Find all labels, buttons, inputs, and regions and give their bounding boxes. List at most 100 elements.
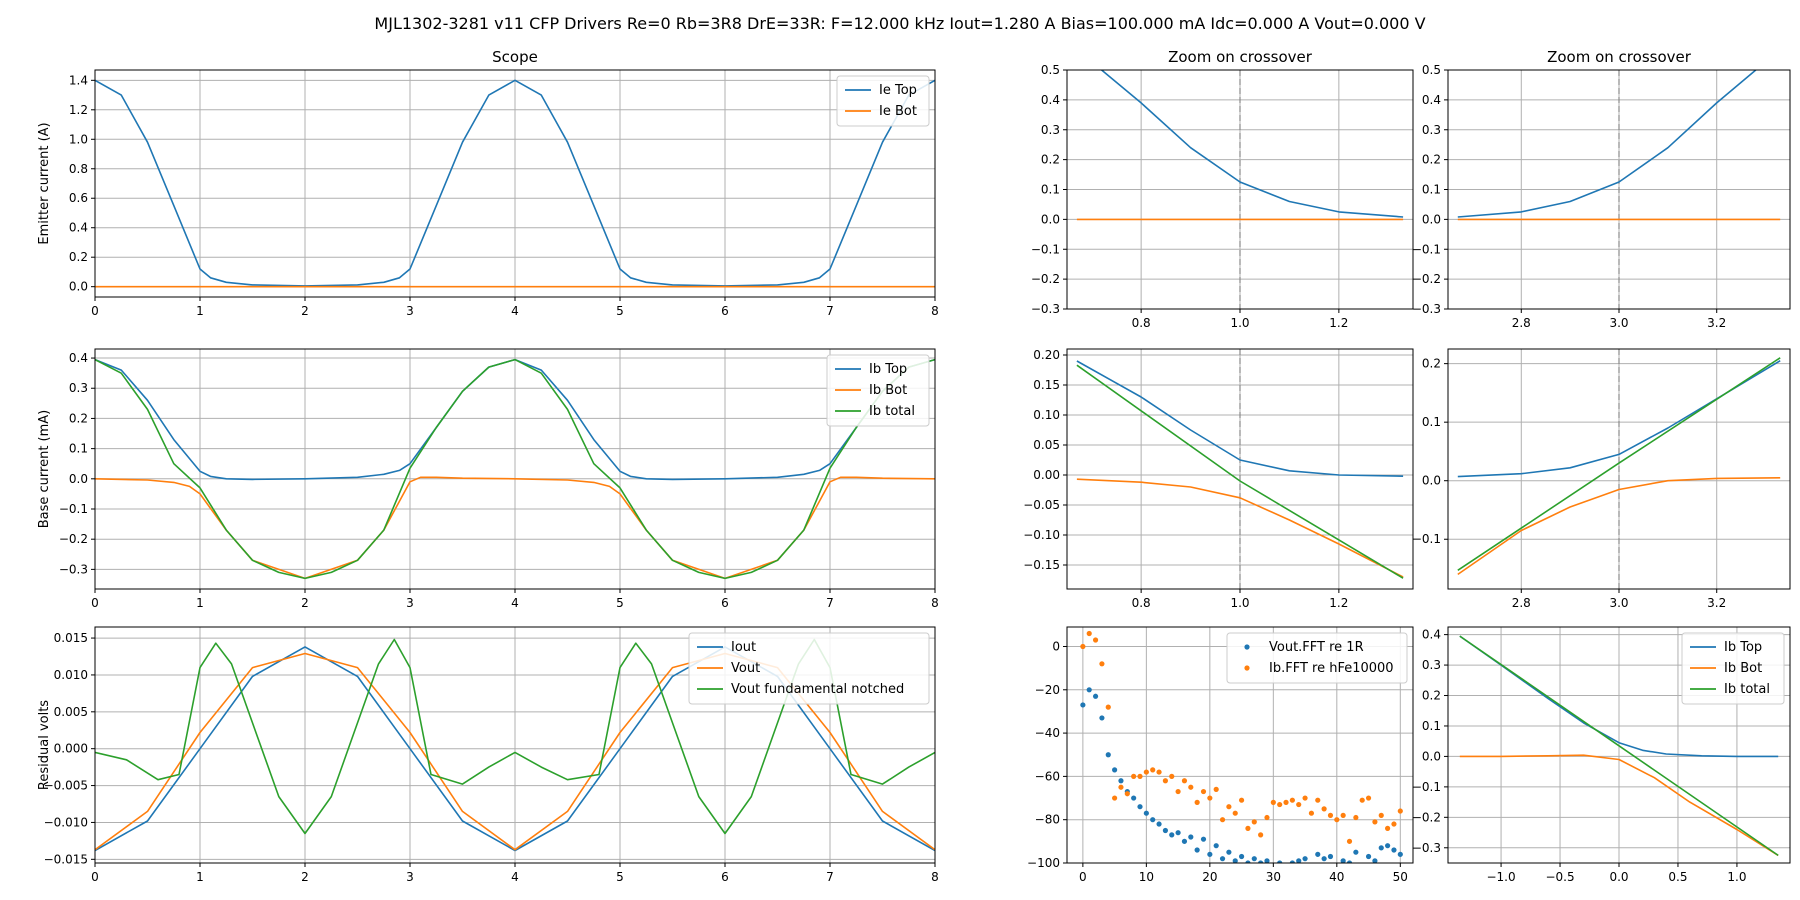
x-tick-label: 2.8 — [1512, 316, 1531, 330]
data-point — [1308, 810, 1315, 816]
y-tick-label: 0.1 — [1422, 415, 1441, 429]
x-tick-label: 3.0 — [1609, 316, 1628, 330]
data-point — [1207, 851, 1213, 857]
data-point — [1226, 804, 1232, 810]
x-tick-label: 6 — [721, 870, 729, 884]
y-tick-label: 0.0 — [1422, 749, 1441, 763]
chart-scope-base: 0 1 2 3 4 5 6 7 8 −0.3 −0.2 −0.1 0.0 0.1 0.2 0.3 0.4 Base… — [37, 348, 939, 610]
y-tick-label: 0.1 — [1422, 719, 1441, 733]
y-tick-label: 1.4 — [69, 73, 88, 87]
data-point — [1181, 838, 1188, 844]
legend-label: Ib.FFT re hFe10000 — [1269, 661, 1394, 676]
x-tick-label: −0.5 — [1545, 870, 1574, 884]
data-point — [1270, 799, 1276, 805]
y-tick-label: 0.3 — [1422, 658, 1441, 672]
legend: Iout Vout Vout fundamental notched — [688, 632, 930, 705]
y-tick-label: 0.000 — [54, 742, 88, 756]
data-point — [1378, 845, 1384, 851]
data-point — [1264, 858, 1270, 863]
y-tick-label: 0.00 — [1033, 468, 1060, 482]
x-tick-label: 8 — [931, 304, 939, 318]
data-point — [1181, 778, 1188, 784]
x-tick-label: 4 — [511, 304, 519, 318]
data-point — [1289, 860, 1295, 863]
y-tick-label: 0.2 — [69, 250, 88, 264]
x-tick-label: 8 — [931, 596, 939, 610]
y-tick-label: −0.3 — [1031, 302, 1060, 316]
data-point — [1238, 797, 1245, 803]
data-point — [1378, 812, 1384, 818]
x-tick-label: 5 — [616, 304, 624, 318]
legend-box — [836, 75, 930, 127]
series-line-ib-bot — [1076, 478, 1404, 578]
series-line-ib-total — [1459, 635, 1779, 857]
x-tick-label: 5 — [616, 870, 624, 884]
x-tick-label: 2 — [301, 870, 309, 884]
y-tick-label: −0.010 — [44, 815, 88, 829]
x-tick-label: 5 — [616, 596, 624, 610]
x-tick-label: 2 — [301, 304, 309, 318]
y-tick-label: −0.05 — [1023, 498, 1060, 512]
data-point — [1296, 858, 1302, 863]
x-tick-label: 3.2 — [1707, 596, 1726, 610]
y-tick-label: 0.0 — [1041, 212, 1060, 226]
chart-zoom-emitter-3: 2.8 3.0 3.2 −0.3 −0.2 −0.1 0.0 0.1 0.2 0.3 0.4 0.5 Z… — [1412, 48, 1791, 330]
data-point — [1150, 817, 1156, 823]
chart-scope-emitter: 0 1 2 3 4 5 6 7 8 0.0 0.2 0.4 0.6 0.8 1.0 1.2 1.4 Scope Em… — [37, 48, 939, 318]
data-point — [1118, 784, 1124, 790]
x-tick-label: 0.5 — [1668, 870, 1687, 884]
y-tick-label: 0.3 — [69, 381, 88, 395]
data-point — [1226, 849, 1232, 855]
y-tick-label: 0.5 — [1422, 63, 1441, 77]
data-point — [1238, 853, 1245, 860]
plot-frame — [1066, 626, 1414, 864]
data-point — [1092, 637, 1099, 643]
data-point — [1334, 817, 1340, 823]
y-tick-label: −0.3 — [1412, 302, 1441, 316]
data-point — [1340, 812, 1346, 818]
data-point — [1296, 801, 1302, 808]
x-tick-label: 1.2 — [1329, 316, 1348, 330]
data-point — [1213, 786, 1219, 792]
data-point — [1131, 795, 1137, 801]
y-tick-label: 1.2 — [69, 103, 88, 117]
data-point — [1150, 767, 1156, 773]
y-tick-label: 0.0 — [69, 280, 88, 294]
data-point — [1105, 704, 1111, 710]
data-point — [1105, 752, 1111, 758]
x-tick-label: 7 — [826, 304, 834, 318]
data-point — [1321, 806, 1327, 812]
chart-zoom-emitter-1: 0.8 1.0 1.2 −0.3 −0.2 −0.1 0.0 0.1 0.2 0.3 0.4 0.5 Z… — [1031, 48, 1414, 330]
chart-transfer: −1.0 −0.5 0.0 0.5 1.0 −0.3 −0.2 −0.1 0.0 0.1 0.2 0.… — [1412, 626, 1791, 884]
y-tick-label: −100 — [1027, 856, 1060, 870]
x-tick-label: 50 — [1393, 870, 1408, 884]
x-tick-label: 1 — [196, 304, 204, 318]
data-point — [1251, 856, 1257, 862]
data-point — [1169, 773, 1175, 779]
series-line-ib-top — [1459, 635, 1779, 758]
data-point — [1156, 769, 1162, 775]
y-tick-label: −0.2 — [59, 532, 88, 546]
x-tick-label: 1 — [196, 596, 204, 610]
x-tick-label: 3.0 — [1609, 596, 1628, 610]
y-tick-label: 0.1 — [1422, 183, 1441, 197]
data-point — [1200, 788, 1207, 795]
y-tick-label: −0.3 — [1412, 841, 1441, 855]
legend: Ib Top Ib Bot Ib total — [1681, 632, 1785, 705]
legend-label: Vout fundamental notched — [731, 682, 904, 697]
data-point — [1397, 851, 1403, 857]
data-point — [1207, 795, 1213, 801]
data-point — [1391, 847, 1397, 853]
x-tick-label: 6 — [721, 596, 729, 610]
y-tick-label: 0.0 — [1422, 474, 1441, 488]
data-point — [1353, 849, 1359, 855]
legend: Ie Top Ie Bot — [836, 75, 930, 127]
series-line-ib-bot — [1457, 477, 1781, 576]
series-line-ib-bot — [1459, 754, 1779, 857]
data-point — [1099, 661, 1105, 667]
legend: Vout.FFT re 1R Ib.FFT re hFe10000 — [1226, 632, 1408, 684]
x-tick-label: 0 — [91, 596, 99, 610]
data-point — [1143, 769, 1149, 775]
x-tick-label: 0 — [91, 870, 99, 884]
x-tick-label: 8 — [931, 870, 939, 884]
